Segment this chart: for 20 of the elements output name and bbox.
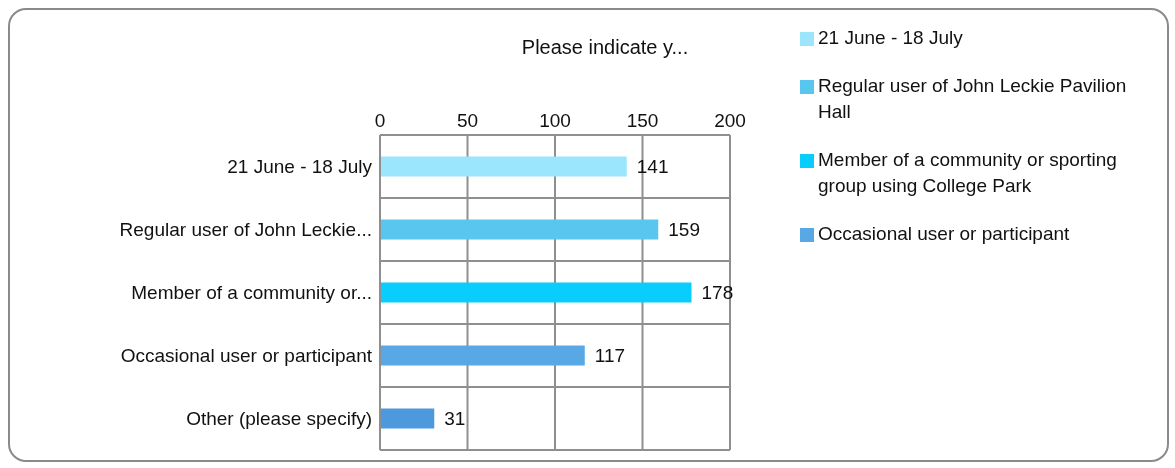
x-tick-label: 0 [374, 110, 386, 131]
y-tick-label: Occasional user or participant [120, 345, 373, 367]
data-label: 117 [594, 345, 626, 367]
legend-label: Occasional user or participant [818, 222, 1071, 246]
y-tick-label: Other (please specify) [186, 408, 372, 430]
y-tick-label: Regular user of John Leckie... [119, 219, 372, 241]
legend-label: Regular user of John Leckie Pavilion Hall [818, 74, 1128, 124]
x-tick-label: 50 [456, 110, 479, 131]
data-label: 178 [701, 282, 734, 304]
x-tick-label: 100 [539, 110, 571, 131]
x-tick-label: 200 [714, 110, 746, 131]
legend-label: 21 June - 18 July [818, 26, 964, 50]
y-tick-label: Member of a community or... [131, 282, 372, 304]
data-label: 159 [668, 219, 700, 241]
x-tick-label: 150 [626, 110, 659, 131]
chart-title: Please indicate y... [520, 36, 690, 59]
data-label: 141 [636, 156, 669, 178]
y-tick-label: 21 June - 18 July [227, 156, 373, 178]
legend-label: Member of a community or sporting group using College Park [818, 148, 1118, 198]
data-label: 31 [444, 408, 466, 430]
